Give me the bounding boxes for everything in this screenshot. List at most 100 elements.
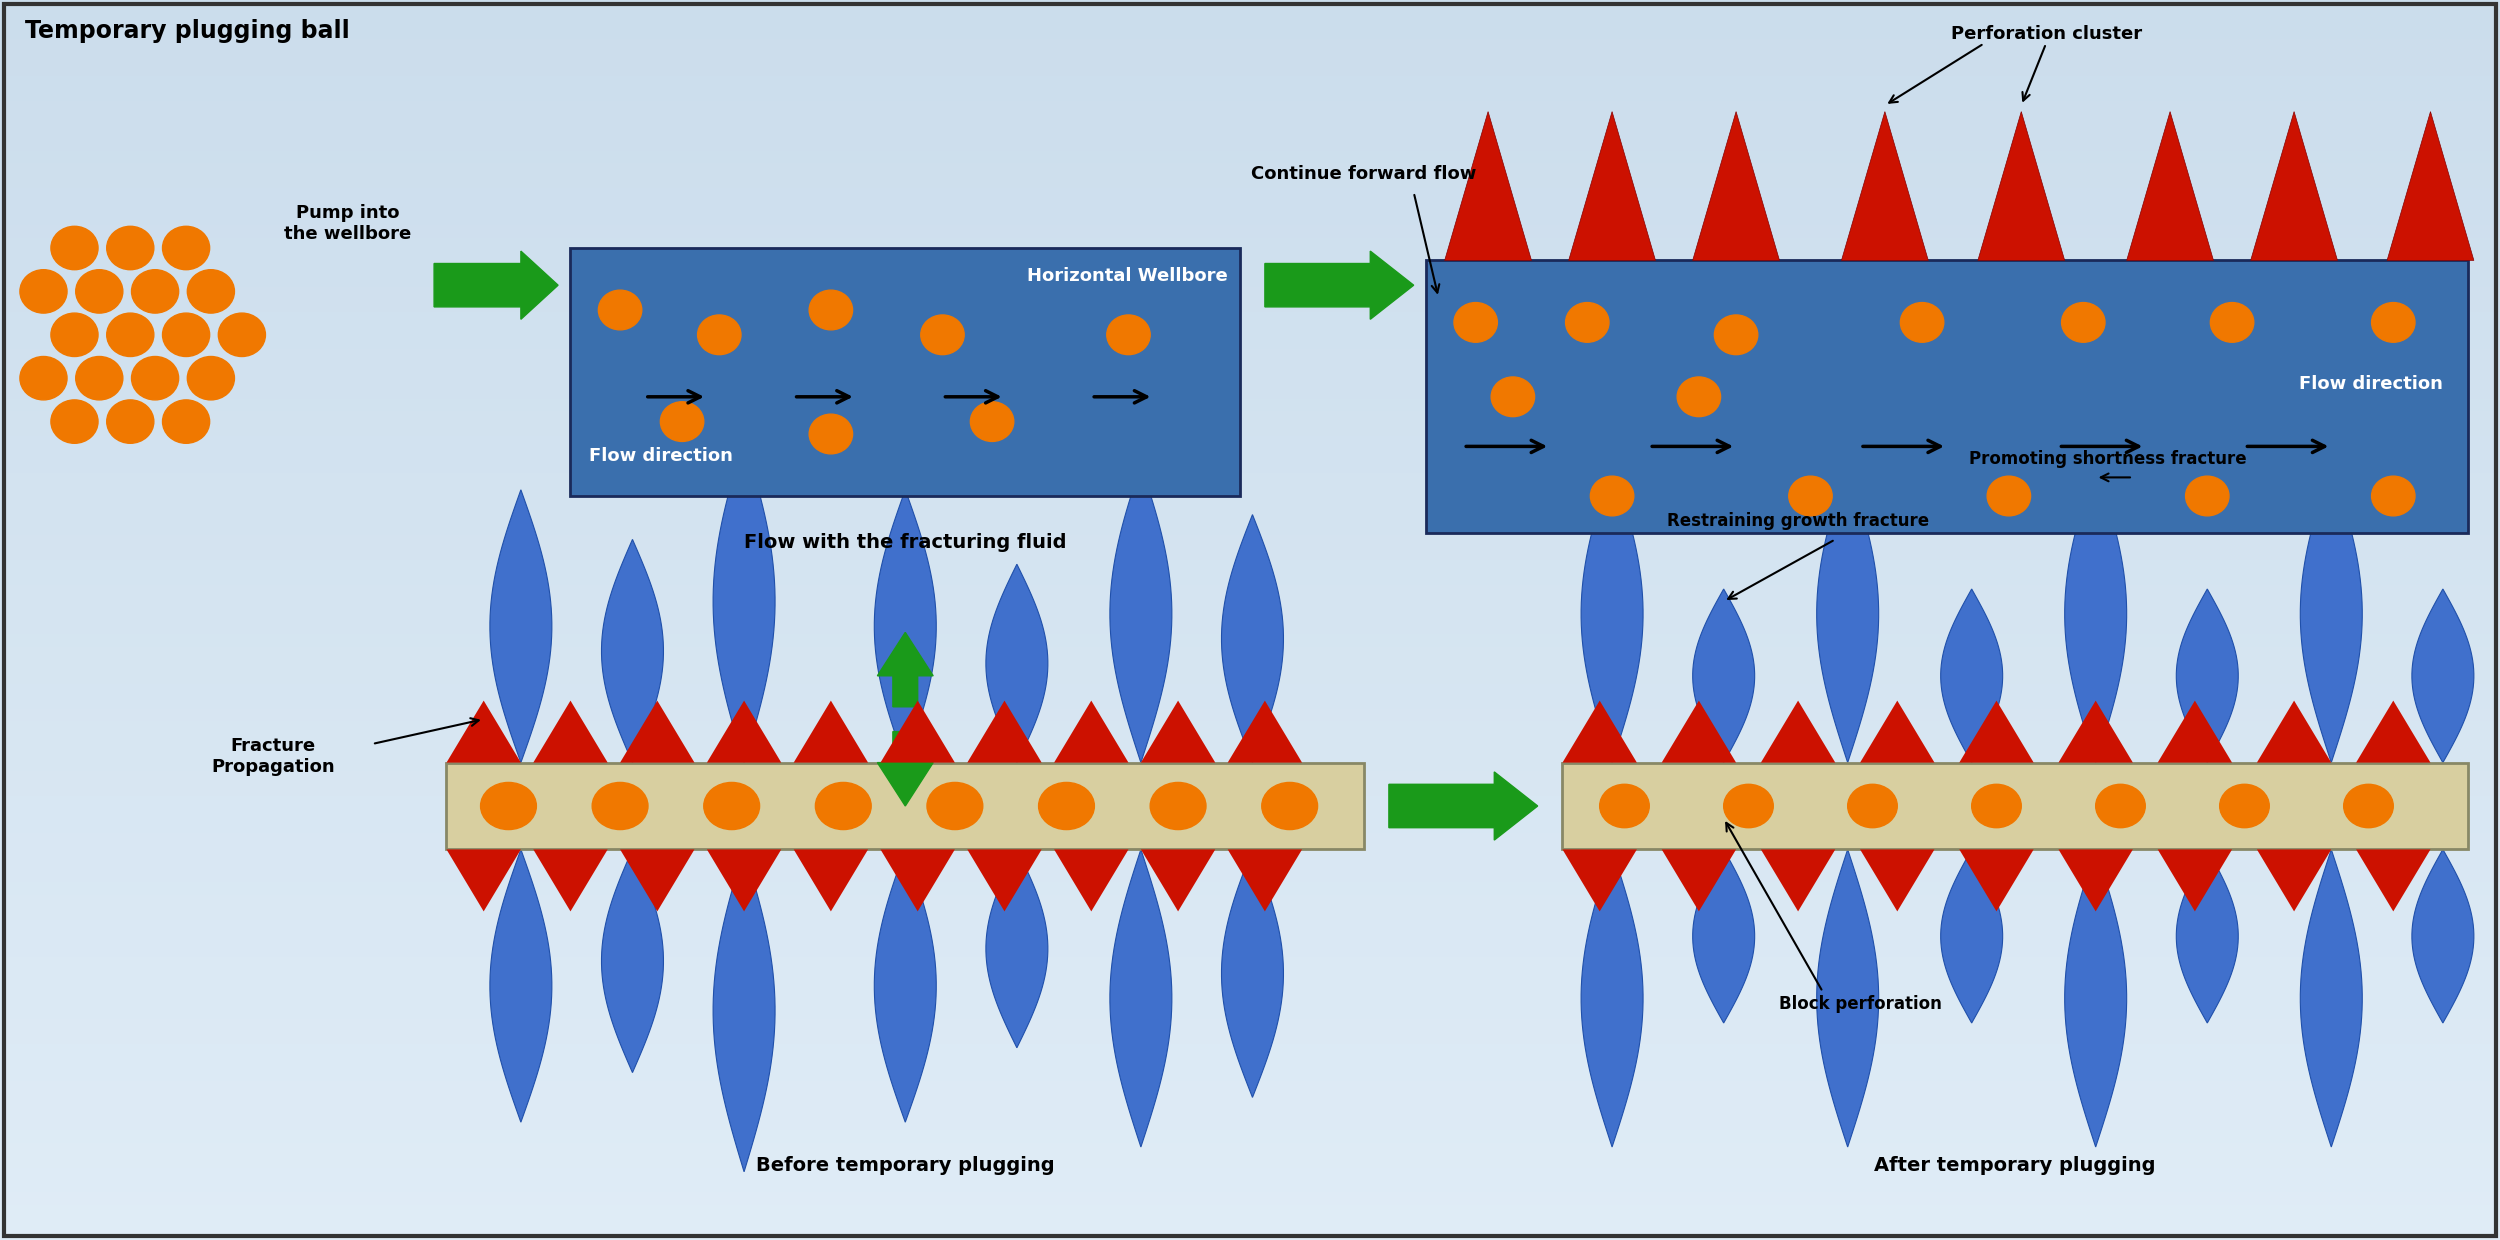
Bar xyxy=(0,298,2500,310)
Bar xyxy=(0,818,2500,831)
Ellipse shape xyxy=(162,226,210,270)
Bar xyxy=(0,0,2500,12)
Bar xyxy=(0,161,2500,174)
Ellipse shape xyxy=(1490,377,1535,417)
Polygon shape xyxy=(1562,701,1638,763)
Bar xyxy=(0,211,2500,223)
Bar xyxy=(0,409,2500,422)
Bar xyxy=(0,124,2500,136)
FancyArrow shape xyxy=(435,250,558,319)
Polygon shape xyxy=(968,701,1042,763)
Bar xyxy=(0,657,2500,670)
Bar xyxy=(0,670,2500,682)
Ellipse shape xyxy=(928,782,982,830)
Polygon shape xyxy=(792,849,867,911)
Bar xyxy=(0,583,2500,595)
Bar xyxy=(0,546,2500,558)
Polygon shape xyxy=(2258,849,2332,911)
Polygon shape xyxy=(1110,849,1172,1147)
Bar xyxy=(0,1066,2500,1079)
Ellipse shape xyxy=(1678,377,1720,417)
Bar xyxy=(0,1228,2500,1240)
Polygon shape xyxy=(2300,849,2362,1147)
Bar xyxy=(0,806,2500,818)
Polygon shape xyxy=(1055,849,1128,911)
Polygon shape xyxy=(1860,701,1935,763)
Ellipse shape xyxy=(1262,782,1318,830)
Ellipse shape xyxy=(660,402,705,441)
Polygon shape xyxy=(712,849,775,1172)
Polygon shape xyxy=(875,849,938,1122)
Ellipse shape xyxy=(1565,303,1610,342)
Bar xyxy=(0,719,2500,732)
Ellipse shape xyxy=(2372,303,2415,342)
Ellipse shape xyxy=(698,315,740,355)
Bar xyxy=(0,87,2500,99)
Bar xyxy=(1425,260,2468,533)
Ellipse shape xyxy=(107,226,155,270)
Text: Before temporary plugging: Before temporary plugging xyxy=(755,1156,1055,1176)
Polygon shape xyxy=(2412,589,2475,763)
Ellipse shape xyxy=(2095,784,2145,828)
Polygon shape xyxy=(2258,701,2332,763)
Text: Horizontal Wellbore: Horizontal Wellbore xyxy=(1028,267,1228,285)
Bar xyxy=(0,248,2500,260)
Ellipse shape xyxy=(1455,303,1498,342)
Polygon shape xyxy=(2128,112,2212,260)
Polygon shape xyxy=(1228,849,1302,911)
Polygon shape xyxy=(1445,112,1532,260)
Polygon shape xyxy=(620,701,695,763)
Text: Flow direction: Flow direction xyxy=(590,446,732,465)
Bar xyxy=(0,1128,2500,1141)
Polygon shape xyxy=(2355,701,2430,763)
Bar xyxy=(0,744,2500,756)
Bar xyxy=(0,781,2500,794)
Polygon shape xyxy=(707,701,782,763)
Ellipse shape xyxy=(1715,315,1758,355)
Polygon shape xyxy=(985,849,1048,1048)
Text: Temporary plugging ball: Temporary plugging ball xyxy=(25,19,350,42)
Polygon shape xyxy=(1055,701,1128,763)
Bar xyxy=(0,955,2500,967)
Ellipse shape xyxy=(1790,476,1832,516)
Bar xyxy=(0,223,2500,236)
Ellipse shape xyxy=(815,782,870,830)
Ellipse shape xyxy=(2220,784,2270,828)
Polygon shape xyxy=(1860,849,1935,911)
FancyArrow shape xyxy=(878,632,932,707)
Polygon shape xyxy=(2065,849,2128,1147)
Bar xyxy=(0,645,2500,657)
Bar xyxy=(0,831,2500,843)
Bar xyxy=(0,397,2500,409)
Bar xyxy=(0,1203,2500,1215)
Ellipse shape xyxy=(705,782,760,830)
Polygon shape xyxy=(448,701,520,763)
Bar xyxy=(0,273,2500,285)
Bar xyxy=(0,1029,2500,1042)
Bar xyxy=(0,942,2500,955)
Polygon shape xyxy=(1760,701,1835,763)
Ellipse shape xyxy=(50,226,98,270)
Bar xyxy=(0,459,2500,471)
Bar xyxy=(0,1054,2500,1066)
Polygon shape xyxy=(880,849,955,911)
Bar xyxy=(0,174,2500,186)
Bar xyxy=(0,508,2500,521)
Bar xyxy=(0,74,2500,87)
Ellipse shape xyxy=(1988,476,2030,516)
Ellipse shape xyxy=(1590,476,1635,516)
Polygon shape xyxy=(1568,112,1655,260)
FancyArrow shape xyxy=(1390,771,1538,841)
Polygon shape xyxy=(1580,465,1642,763)
Text: Flow with the fracturing fluid: Flow with the fracturing fluid xyxy=(745,533,1068,552)
Bar xyxy=(0,1042,2500,1054)
Polygon shape xyxy=(1693,112,1780,260)
Bar xyxy=(0,930,2500,942)
Polygon shape xyxy=(985,564,1048,763)
Polygon shape xyxy=(1228,701,1302,763)
Polygon shape xyxy=(707,849,782,911)
Polygon shape xyxy=(490,490,552,763)
Text: After temporary plugging: After temporary plugging xyxy=(1875,1156,2155,1176)
Ellipse shape xyxy=(1848,784,1898,828)
Polygon shape xyxy=(968,849,1042,911)
